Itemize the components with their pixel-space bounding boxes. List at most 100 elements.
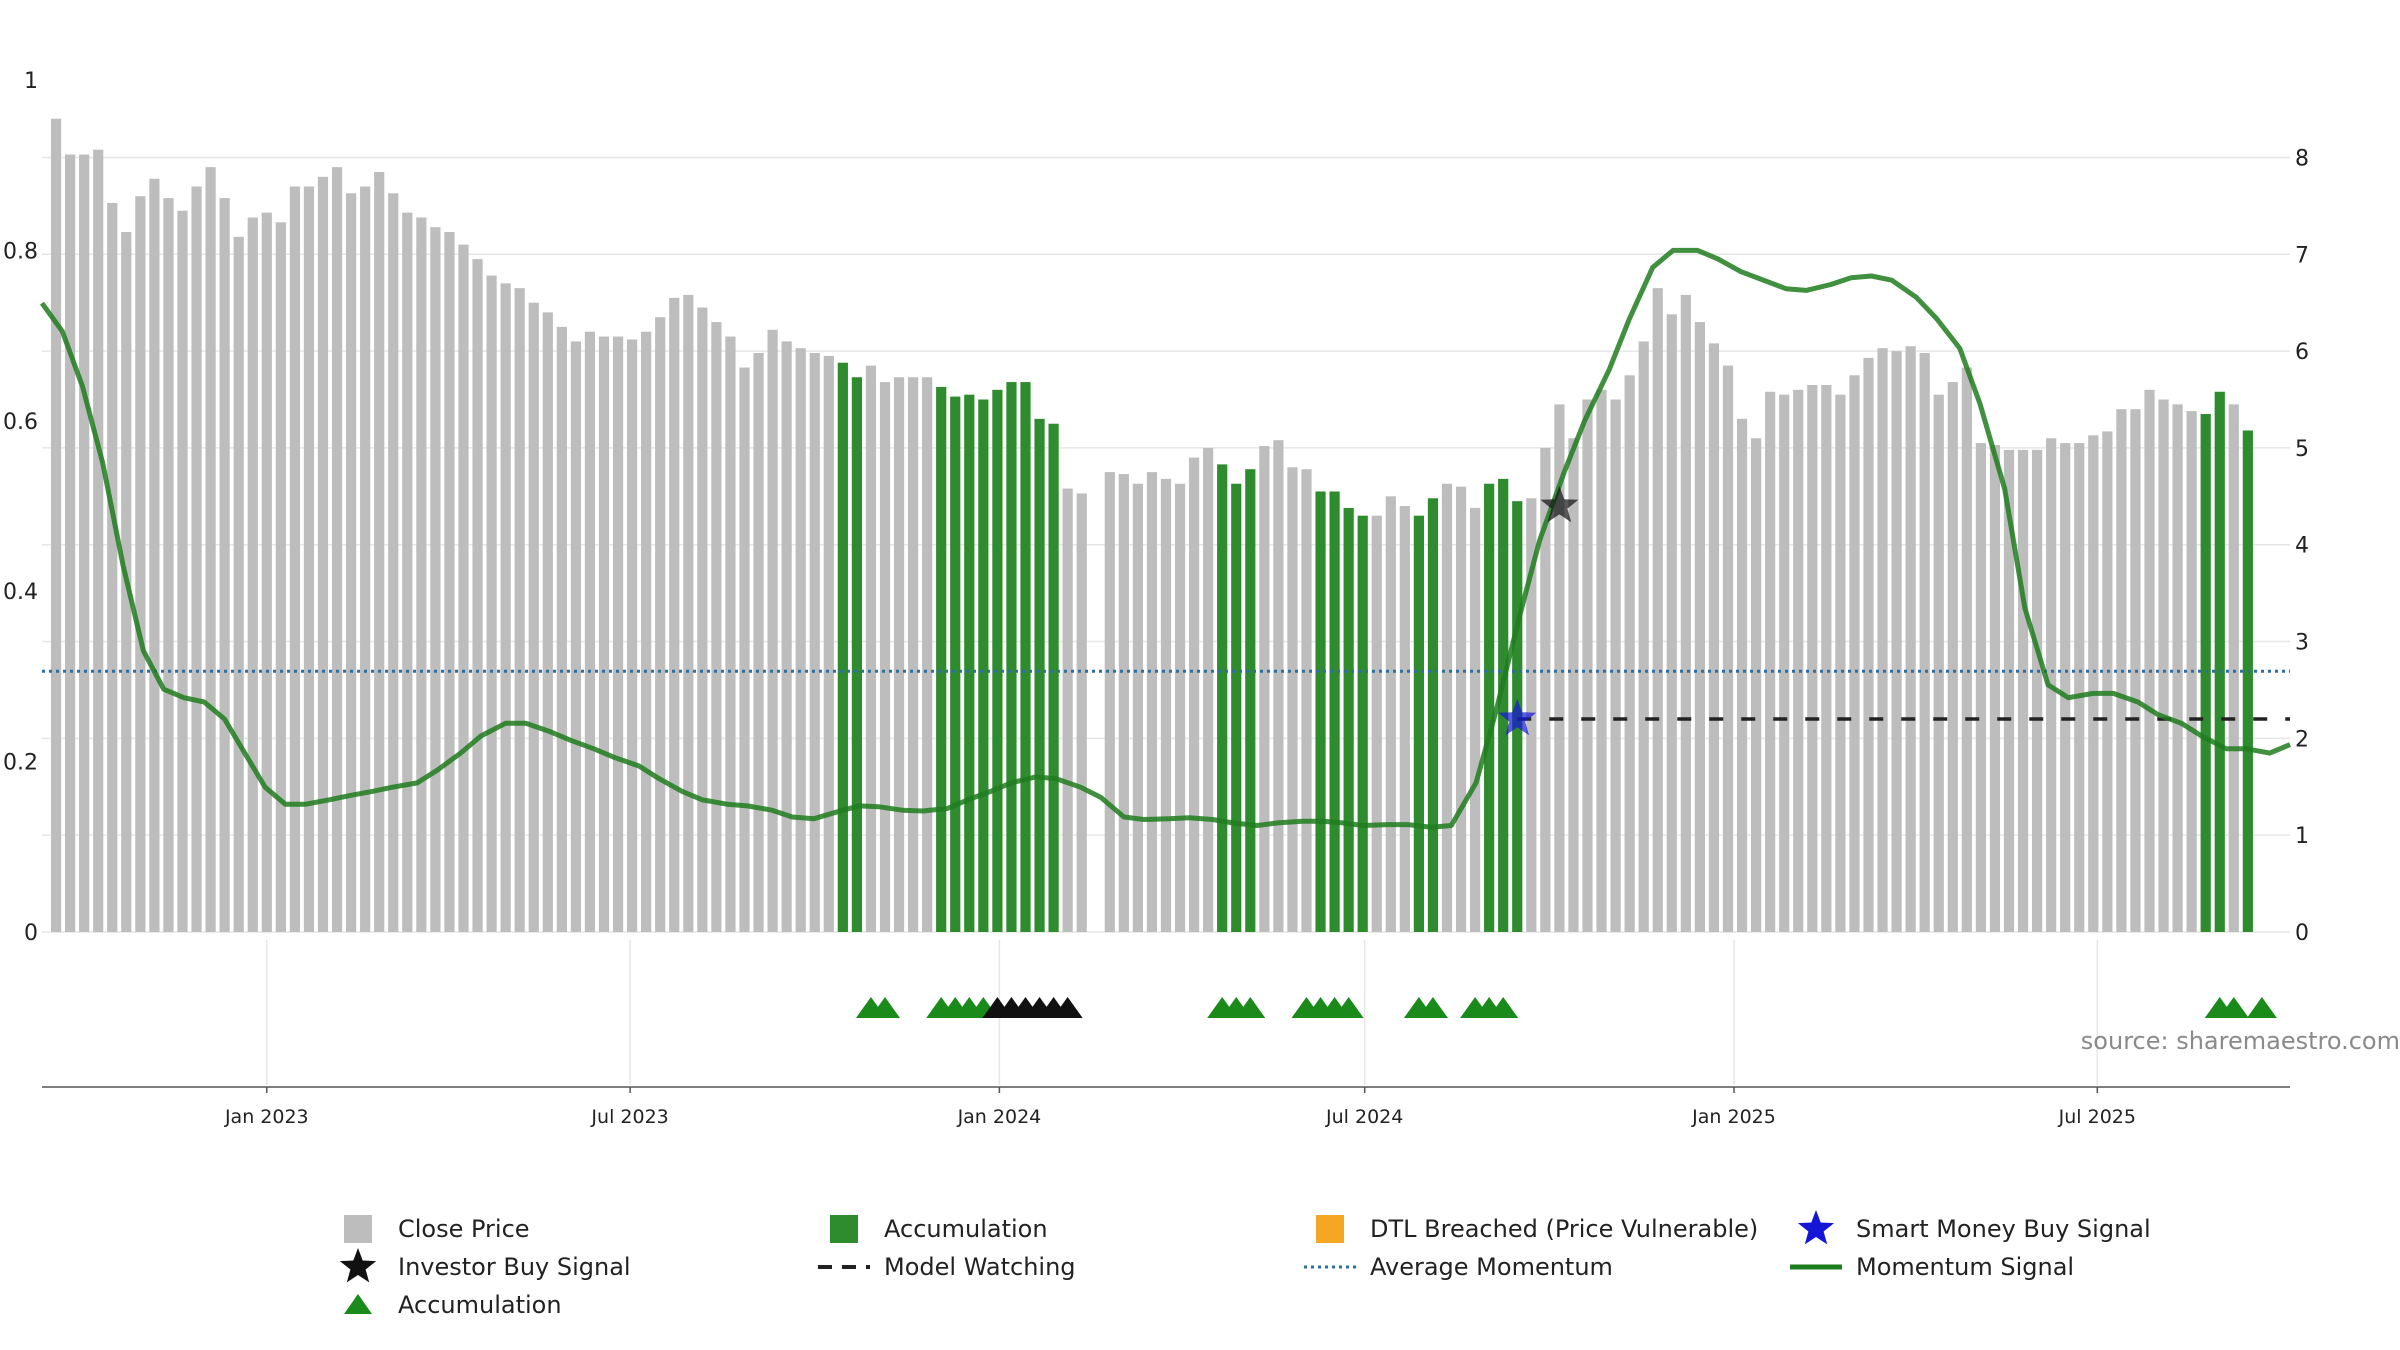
momentum-signal-line [39, 247, 2291, 830]
right-axis-tick: 5 [2295, 437, 2309, 462]
close-price-bar [598, 336, 610, 932]
accumulation-bar [1217, 464, 1228, 932]
right-axis-tick: 3 [2295, 631, 2309, 656]
close-price-bar [908, 377, 919, 932]
close-price-bar [542, 312, 553, 932]
close-price-bar [809, 353, 820, 932]
close-price-bar [219, 198, 230, 933]
accumulation-bar [1006, 382, 1017, 932]
accumulation-triangle [1052, 997, 1083, 1018]
star-black-icon [339, 1248, 377, 1283]
accumulation-bar [1034, 418, 1045, 932]
square-green-icon [816, 1210, 872, 1248]
close-price-bar [486, 275, 497, 932]
accumulation-bar [1020, 382, 1031, 932]
square-orange-icon [1302, 1210, 1358, 1248]
left-axis-tick: 0.2 [3, 751, 38, 776]
legend-item-close: Close Price [330, 1210, 530, 1248]
close-price-bar [1680, 294, 1691, 932]
close-price-bar [2074, 443, 2085, 932]
close-price-bar [1441, 483, 1453, 932]
close-price-bar [584, 331, 596, 932]
momentum-chart: 0 0.2 0.4 0.6 0.8 1 0 1 2 3 4 5 6 7 8 Jan 2023 Jul 2023 J… [3, 69, 2400, 1128]
close-price-bar [1624, 375, 1635, 933]
close-price-bar [135, 196, 146, 932]
close-price-bar [1947, 382, 1958, 932]
close-price-bar [1301, 469, 1312, 932]
legend-label: Smart Money Buy Signal [1856, 1215, 2151, 1243]
close-price-bar [683, 294, 694, 932]
accumulation-bar [964, 394, 975, 933]
close-price-bar [879, 382, 891, 932]
accumulation-bar [936, 386, 947, 932]
close-price-bar [1610, 399, 1621, 932]
momentum-signal-line [39, 247, 2291, 830]
close-price-bar [50, 118, 62, 932]
close-price-bar [402, 212, 413, 932]
close-price-bar [177, 210, 188, 933]
x-axis-tick: Jul 2024 [1325, 1106, 1403, 1128]
close-price-bar [865, 365, 877, 932]
signal-markers [1498, 486, 1579, 736]
close-price-bar [1554, 404, 1565, 932]
accumulation-bar [1343, 507, 1354, 932]
dash-black-icon [816, 1248, 872, 1286]
close-price-bar [1638, 341, 1649, 933]
accumulation-bar [1048, 423, 1059, 932]
close-price-bar [65, 154, 76, 933]
close-price-bar [1118, 474, 1129, 932]
close-price-bar [2158, 399, 2169, 932]
close-price-bar [767, 329, 778, 933]
close-price-bar [1062, 488, 1073, 932]
legend-label: Average Momentum [1370, 1253, 1613, 1281]
close-price-bar [247, 217, 258, 932]
close-price-bar [556, 326, 567, 932]
left-axis-tick: 0 [24, 921, 38, 946]
legend-item-momentum: Momentum Signal [1788, 1248, 2074, 1286]
source-label: source: sharemaestro.com [2081, 1027, 2400, 1055]
close-price-bar [1835, 394, 1846, 933]
accumulation-bar [851, 377, 862, 932]
accumulation-bar [1357, 515, 1368, 932]
close-price-bar [2017, 449, 2029, 932]
axes: 0 0.2 0.4 0.6 0.8 1 0 1 2 3 4 5 6 7 8 Jan 2023 Jul 2023 J… [3, 69, 2309, 1128]
accumulation-bar [1498, 478, 1509, 932]
close-price-bar [275, 222, 286, 932]
close-price-bar [753, 353, 764, 932]
accumulation-bar [1231, 483, 1242, 932]
triangle-green-icon [330, 1286, 386, 1324]
x-axis-tick: Jan 2023 [224, 1106, 309, 1128]
close-price-bar [922, 377, 933, 932]
close-price-bar [1849, 375, 1860, 933]
accumulation-triangle [1235, 997, 1266, 1018]
accumulation-triangle [2246, 997, 2277, 1018]
close-price-bar [1273, 440, 1284, 932]
close-price-bar [1287, 467, 1298, 932]
close-price-bar [1371, 515, 1382, 932]
close-price-bar [2172, 404, 2183, 932]
legend-label: Accumulation [398, 1291, 562, 1319]
close-price-bar [669, 297, 680, 932]
close-price-bar [528, 302, 539, 932]
accumulation-triangles [855, 997, 2277, 1018]
close-price-bar [149, 178, 160, 933]
triangle-green-icon [344, 1294, 372, 1314]
accumulation-bar [1245, 469, 1256, 932]
close-price-bar [1076, 493, 1087, 932]
legend-item-smart: Smart Money Buy Signal [1788, 1210, 2151, 1248]
left-axis-tick: 0.6 [3, 410, 38, 435]
close-price-bar [1877, 348, 1888, 932]
close-price-bar [795, 348, 806, 932]
close-price-bar [1989, 445, 2001, 932]
close-price-bar [444, 232, 455, 933]
close-price-bar [261, 212, 272, 932]
left-axis-tick: 0.4 [3, 580, 38, 605]
square-gray-icon [344, 1215, 372, 1243]
close-price-bar [725, 336, 736, 932]
accumulation-bar [2242, 430, 2253, 932]
accumulation-bar [978, 399, 989, 932]
close-price-bar [2102, 431, 2113, 932]
close-price-bar [1470, 507, 1481, 932]
close-price-bar [823, 355, 834, 932]
close-price-bar [2032, 449, 2043, 932]
